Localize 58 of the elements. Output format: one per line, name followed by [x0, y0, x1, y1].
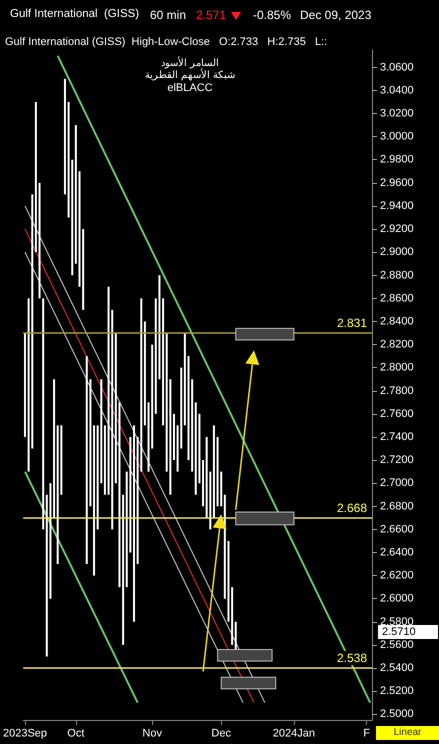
ref-line-label: 2.668 [336, 500, 368, 515]
bar [140, 298, 142, 472]
x-tick-label: 2024Jan [272, 728, 315, 740]
y-tick-label: 2.7000 [380, 477, 414, 490]
y-tick-label: 2.5600 [380, 638, 414, 651]
chart-title: Gulf International (GISS) [10, 8, 140, 20]
y-tick-label: 2.7200 [380, 454, 414, 466]
text: 2.571 [196, 8, 226, 22]
text: 60 min [150, 8, 186, 22]
bar [42, 298, 44, 530]
y-tick-label: 2.9400 [380, 200, 414, 212]
y-tick-label: 2.9000 [380, 246, 414, 258]
y-tick-label: 2.5200 [380, 685, 414, 698]
bar [28, 298, 30, 472]
x-tick-label: Nov [142, 728, 162, 740]
y-tick-label: 3.0600 [380, 61, 414, 74]
y-tick-label: 2.7600 [380, 408, 414, 420]
y-tick-label: 2.7400 [380, 430, 414, 443]
y-tick-label: 2.9600 [380, 176, 414, 189]
y-tick-label: 3.0200 [380, 108, 414, 120]
y-tick-label: 2.6400 [380, 546, 414, 558]
y-tick-label: 2.8600 [380, 292, 414, 304]
ref-line-label: 2.831 [336, 316, 368, 330]
x-tick-label: Dec [211, 728, 232, 740]
y-tick-label: 2.8400 [380, 315, 414, 328]
bar [60, 425, 62, 495]
annotation: شبكة الأسهم القطرية [144, 69, 236, 83]
bar [169, 379, 172, 495]
annotation: السامر الأسود [160, 57, 220, 69]
text: Linear [376, 726, 439, 740]
bar [86, 356, 88, 564]
y-tick-label: 2.8800 [380, 269, 414, 282]
ref-line-label: 2.538 [336, 651, 368, 666]
y-tick-label: 2.8200 [380, 338, 414, 351]
bar [194, 402, 197, 495]
y-tick-label: 2.9200 [380, 223, 414, 236]
y-tick-label: 2.8000 [380, 362, 414, 374]
y-tick-label: 2.5800 [380, 616, 414, 628]
x-tick-label: Oct [67, 728, 84, 740]
y-tick-label: 3.0000 [380, 130, 414, 143]
bar [206, 436, 208, 518]
y-tick-label: 2.6800 [380, 500, 414, 512]
y-tick-label: 2.9800 [380, 154, 414, 166]
x-tick-label: 2023Sep [2, 728, 48, 740]
chart-subtitle: Gulf International (GISS) High-Low-Close O:2.733 H:2.735 L:: [5, 36, 328, 48]
y-tick-label: 3.0400 [380, 84, 414, 96]
y-tick-label: 2.6600 [380, 523, 414, 536]
y-tick-label: 2.5000 [380, 708, 414, 720]
y-tick-label: 2.7800 [380, 384, 414, 397]
bar [133, 425, 136, 622]
text: Dec 09, 2023 [300, 8, 372, 22]
text: -0.85% [253, 8, 292, 22]
y-tick-label: 2.5400 [380, 662, 414, 674]
text: 2.5710 [378, 625, 438, 639]
y-tick-label: 2.6000 [380, 592, 414, 605]
x-tick-label: F [363, 728, 370, 740]
annotation: elBLACC [166, 81, 214, 95]
y-tick-label: 2.6200 [380, 570, 414, 582]
